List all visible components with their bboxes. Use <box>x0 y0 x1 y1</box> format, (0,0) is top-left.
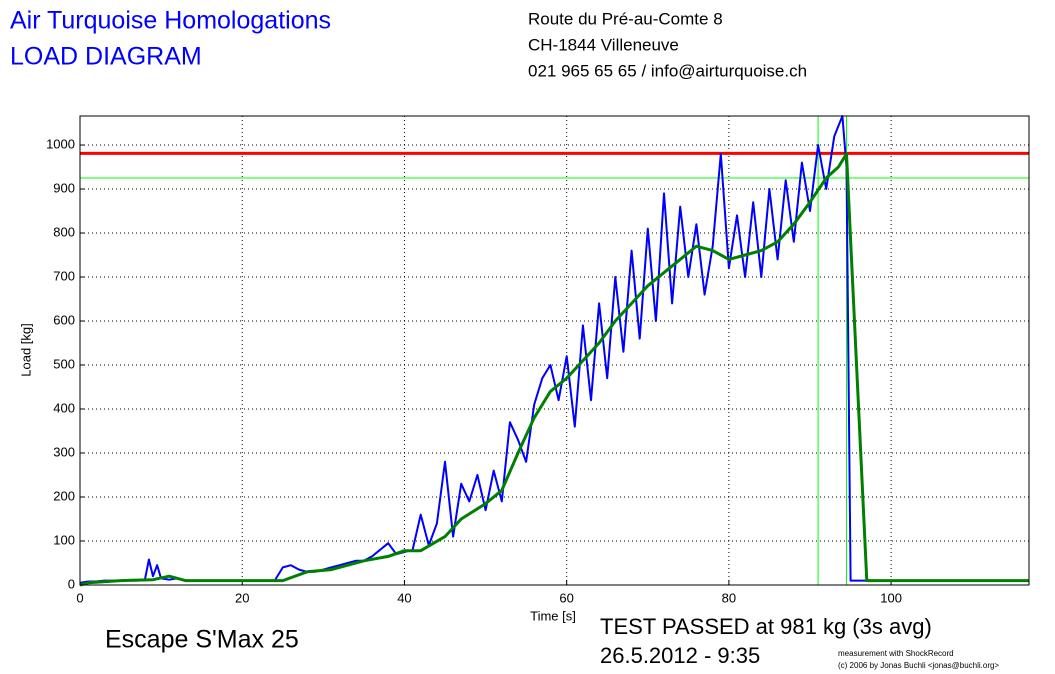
y-tick-label: 700 <box>53 268 75 283</box>
x-tick-label: 60 <box>559 590 573 605</box>
x-tick-label: 20 <box>235 590 249 605</box>
x-tick-label: 0 <box>76 590 83 605</box>
plot-frame <box>79 115 1030 586</box>
x-tick-label: 40 <box>397 590 411 605</box>
x-axis-label: Time [s] <box>530 608 576 623</box>
y-tick-label: 100 <box>53 532 75 547</box>
credit: (c) 2006 by Jonas Buchli <jonas@buchli.o… <box>838 661 999 670</box>
x-tick-label: 80 <box>722 590 736 605</box>
address-line: Route du Pré-au-Comte 8 <box>528 9 723 28</box>
test-result: TEST PASSED at 981 kg (3s avg) <box>600 614 932 639</box>
y-axis-label: Load [kg] <box>18 323 33 377</box>
test-date: 26.5.2012 - 9:35 <box>600 643 760 668</box>
address-line: 021 965 65 65 / info@airturquoise.ch <box>528 61 807 80</box>
y-tick-label: 0 <box>68 576 75 591</box>
y-tick-label: 400 <box>53 400 75 415</box>
y-tick-label: 500 <box>53 356 75 371</box>
address-line: CH-1844 Villeneuve <box>528 35 679 54</box>
y-tick-label: 900 <box>53 180 75 195</box>
y-tick-label: 300 <box>53 444 75 459</box>
series-line <box>79 152 1029 587</box>
x-tick-label: 100 <box>880 590 902 605</box>
plot-area <box>80 116 1029 585</box>
credit: measurement with ShockRecord <box>838 649 954 658</box>
glider-name: Escape S'Max 25 <box>105 626 299 654</box>
y-tick-label: 600 <box>53 312 75 327</box>
y-tick-label: 800 <box>53 224 75 239</box>
y-tick-label: 1000 <box>46 136 75 151</box>
title: Air Turquoise Homologations <box>10 7 331 35</box>
subtitle: LOAD DIAGRAM <box>10 43 202 71</box>
y-tick-label: 200 <box>53 488 75 503</box>
